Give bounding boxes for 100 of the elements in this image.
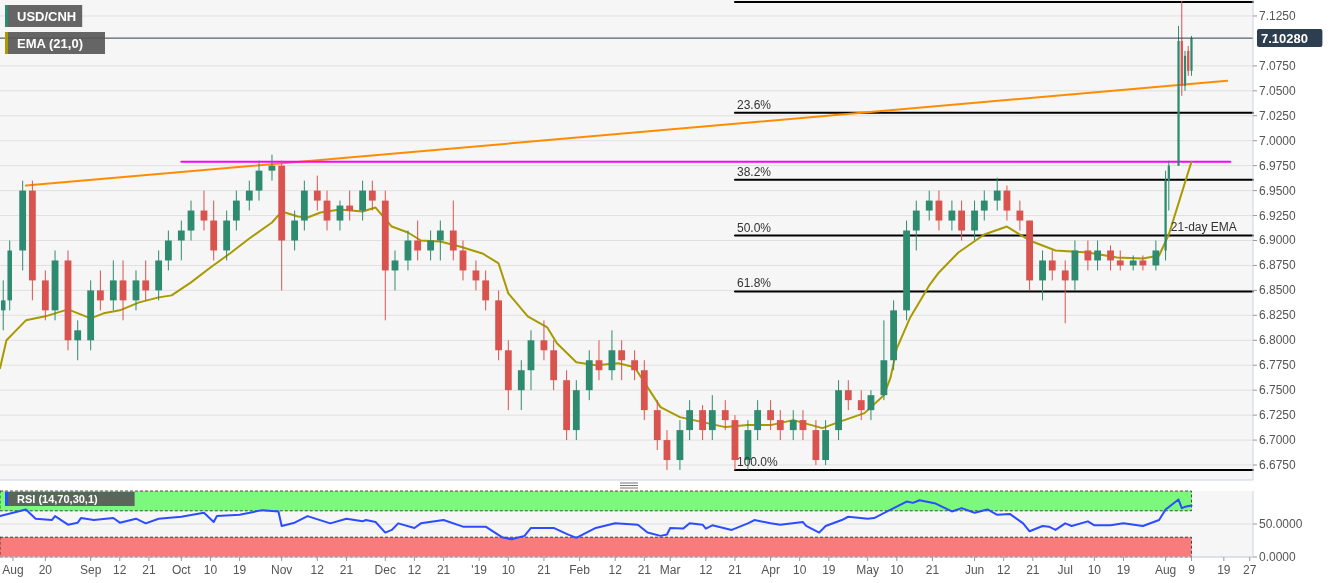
x-tick-label: 12 bbox=[997, 563, 1011, 577]
y-tick-label: 6.9000 bbox=[1259, 233, 1297, 248]
x-tick-label: 19 bbox=[1217, 563, 1231, 577]
y-tick-label: 7.0750 bbox=[1259, 58, 1297, 73]
y-tick-label: 0.0000 bbox=[1259, 550, 1297, 564]
x-tick-label: Jun bbox=[964, 563, 985, 577]
candlestick bbox=[427, 230, 435, 261]
candlestick bbox=[142, 259, 150, 301]
candlestick bbox=[164, 230, 172, 271]
candlestick bbox=[958, 200, 965, 241]
y-tick-label: 6.7250 bbox=[1259, 408, 1297, 423]
y-tick-label: 6.9250 bbox=[1259, 208, 1297, 223]
candlestick bbox=[245, 180, 253, 212]
annotation: 21-day EMA bbox=[1170, 219, 1237, 234]
candlestick bbox=[346, 190, 354, 222]
x-tick-label: 21 bbox=[537, 563, 551, 577]
candlestick bbox=[1039, 249, 1046, 301]
candlestick bbox=[414, 220, 422, 261]
y-tick-label: 6.7750 bbox=[1259, 358, 1297, 373]
candlestick bbox=[368, 180, 376, 212]
candlestick bbox=[96, 269, 104, 311]
candlestick bbox=[436, 220, 444, 261]
candlestick bbox=[449, 200, 457, 261]
candlestick bbox=[721, 399, 729, 431]
y-tick-label: 50.0000 bbox=[1259, 517, 1303, 531]
annotation: 23.6% bbox=[736, 97, 772, 112]
legend-label: EMA (21,0) bbox=[17, 35, 83, 51]
x-tick-label: Nov bbox=[271, 563, 293, 577]
x-tick-label: 10 bbox=[203, 563, 218, 577]
legend-label: USD/CNH bbox=[17, 8, 77, 24]
candlestick bbox=[767, 399, 774, 431]
candlestick bbox=[291, 210, 299, 251]
y-tick-label: 6.8250 bbox=[1259, 308, 1297, 323]
candlestick bbox=[232, 190, 240, 232]
y-tick-label: 6.7000 bbox=[1259, 433, 1297, 448]
candlestick bbox=[699, 404, 706, 441]
candlestick bbox=[925, 190, 933, 222]
x-tick-label: 21 bbox=[142, 563, 156, 577]
x-tick-label: Aug bbox=[2, 563, 24, 577]
x-tick-label: Aug bbox=[1154, 563, 1177, 577]
x-tick-label: 27 bbox=[1243, 563, 1257, 577]
x-tick-label: 12 bbox=[310, 563, 325, 577]
y-tick-label: 7.0250 bbox=[1259, 108, 1297, 123]
candlestick bbox=[776, 409, 784, 441]
x-tick-label: Apr bbox=[761, 563, 780, 577]
legend-label: RSI (14,70,30,1) bbox=[17, 492, 99, 505]
candlestick bbox=[1016, 200, 1024, 232]
candlestick bbox=[980, 190, 988, 222]
candlestick bbox=[1116, 249, 1124, 271]
ref-line-label: 7.10280 bbox=[1261, 31, 1308, 47]
candlestick bbox=[618, 339, 626, 381]
candlestick bbox=[0, 279, 6, 331]
candlestick bbox=[177, 220, 185, 261]
x-tick-label: 21 bbox=[637, 563, 652, 577]
candlestick bbox=[1061, 259, 1069, 324]
y-tick-label: 6.9500 bbox=[1259, 183, 1297, 198]
candlestick bbox=[686, 399, 694, 441]
x-tick-label: 9 bbox=[1188, 563, 1196, 577]
candlestick bbox=[993, 177, 1001, 212]
candlestick bbox=[109, 259, 117, 311]
y-tick-label: 6.6750 bbox=[1259, 458, 1297, 473]
candlestick bbox=[1048, 249, 1056, 281]
x-tick-label: 21 bbox=[436, 563, 451, 577]
candlestick bbox=[313, 175, 321, 212]
x-tick-label: 10 bbox=[501, 563, 516, 577]
candlestick bbox=[844, 379, 852, 411]
y-tick-label: 6.8000 bbox=[1259, 333, 1297, 348]
x-tick-label: Mar bbox=[659, 563, 681, 577]
x-tick-label: '19 bbox=[471, 563, 488, 577]
x-tick-label: 19 bbox=[232, 563, 247, 577]
candlestick bbox=[517, 359, 525, 411]
candlestick bbox=[482, 269, 490, 311]
x-tick-label: 12 bbox=[407, 563, 422, 577]
candlestick bbox=[708, 394, 716, 441]
candlestick bbox=[857, 389, 865, 421]
y-tick-label: 6.8750 bbox=[1259, 258, 1297, 273]
candlestick bbox=[948, 200, 956, 232]
candlestick bbox=[789, 409, 797, 441]
x-tick-label: 10 bbox=[793, 563, 807, 577]
x-tick-label: 21 bbox=[728, 563, 742, 577]
x-tick-label: 21 bbox=[1026, 563, 1040, 577]
x-tick-label: Sep bbox=[79, 563, 102, 577]
x-tick-label: Dec bbox=[374, 563, 396, 577]
x-tick-label: 12 bbox=[113, 563, 127, 577]
candlestick bbox=[74, 319, 82, 361]
y-tick-label: 6.8500 bbox=[1259, 283, 1297, 298]
annotation: 61.8% bbox=[736, 276, 772, 291]
x-tick-label: 21 bbox=[925, 563, 940, 577]
y-tick-label: 6.9750 bbox=[1259, 158, 1297, 173]
candlestick bbox=[1094, 240, 1101, 271]
y-tick-label: 6.7500 bbox=[1259, 383, 1297, 398]
candlestick bbox=[631, 349, 638, 381]
annotation: 50.0% bbox=[736, 220, 772, 235]
x-tick-label: 12 bbox=[699, 563, 713, 577]
x-tick-label: 19 bbox=[822, 563, 836, 577]
x-tick-label: 20 bbox=[38, 563, 53, 577]
x-tick-label: 10 bbox=[890, 563, 904, 577]
annotation: 38.2% bbox=[736, 164, 772, 179]
x-tick-label: 12 bbox=[608, 563, 623, 577]
candlestick bbox=[754, 399, 762, 441]
